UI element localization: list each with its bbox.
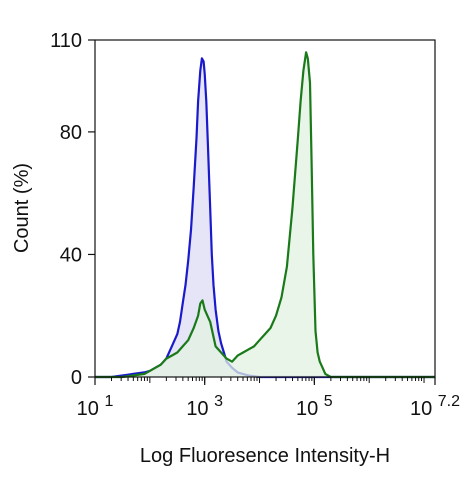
x-tick-label: 10 3: [186, 393, 223, 420]
y-tick-label: 80: [60, 122, 82, 144]
x-axis: 10 1 10 3 10 5 10 7.2: [77, 377, 460, 420]
series-layer: [95, 51, 435, 379]
x-tick-label: 10 7.2: [410, 393, 460, 420]
y-axis-title: Count (%): [11, 163, 33, 253]
y-axis: 0 40 80 110: [50, 30, 95, 389]
x-tick-label: 10 5: [296, 393, 333, 420]
plot-frame: [94, 39, 436, 378]
series-2-line: [95, 51, 435, 379]
x-tick-label: 10 1: [77, 393, 114, 420]
x-axis-title: Log Fluoresence Intensity-H: [140, 445, 390, 467]
y-tick-label: 110: [50, 30, 82, 52]
plot-background: [95, 40, 435, 377]
y-tick-label: 40: [60, 244, 82, 266]
y-tick-label: 0: [71, 367, 82, 389]
